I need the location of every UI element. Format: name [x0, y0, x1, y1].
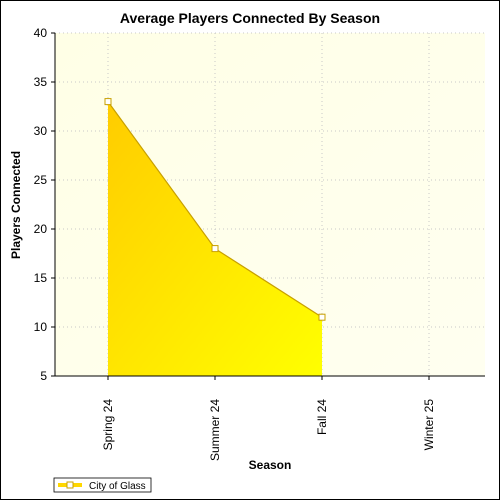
y-tick-label: 20: [34, 222, 48, 236]
area-fill: [108, 101, 322, 376]
x-tick-label: Fall 24: [315, 399, 329, 435]
data-point-marker: [104, 98, 112, 106]
y-tick-label: 5: [40, 369, 47, 383]
y-tick-label: 35: [34, 75, 48, 89]
data-point-marker: [318, 313, 326, 321]
x-tick-label: Spring 24: [101, 399, 115, 451]
y-tick-label: 15: [34, 271, 48, 285]
legend-box: [53, 477, 152, 493]
y-tick-label: 25: [34, 173, 48, 187]
y-tick-label: 40: [34, 26, 48, 40]
x-tick-label: Winter 25: [422, 399, 436, 451]
data-point-marker: [211, 245, 219, 253]
x-tick-label: Summer 24: [208, 399, 222, 461]
area-series: [104, 98, 326, 376]
y-tick-label: 30: [34, 124, 48, 138]
x-axis-label: Season: [249, 458, 292, 472]
legend-swatch-marker: [66, 481, 74, 489]
y-axis-label: Players Connected: [9, 151, 23, 259]
legend: City of Glass: [53, 477, 152, 493]
x-axis-ticks: Spring 24 Summer 24 Fall 24 Winter 25: [101, 376, 436, 461]
chart-title: Average Players Connected By Season: [120, 10, 380, 26]
y-tick-label: 10: [34, 320, 48, 334]
legend-entry-label: City of Glass: [89, 481, 146, 492]
y-axis-ticks: 5 10 15 20 25 30 35 40: [34, 26, 55, 383]
